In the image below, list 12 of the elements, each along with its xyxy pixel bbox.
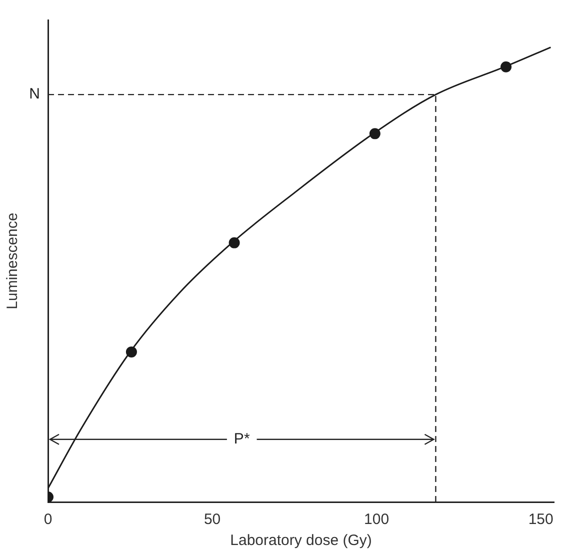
x-tick-label: 50 [204,511,221,528]
point [369,128,380,140]
point [126,346,137,358]
point [228,237,240,248]
x-tick-label: 150 [528,511,554,528]
x-tick-label: 0 [44,511,52,528]
point [500,61,512,72]
y-axis-title: Luminescence [4,212,22,310]
annotation: P* [234,430,250,448]
ref-line-label: N [29,86,40,103]
x-axis-title: Laboratory dose (Gy) [230,532,372,550]
x-tick-label: 100 [364,511,390,528]
